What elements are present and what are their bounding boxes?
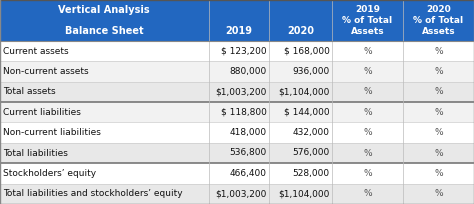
Bar [0,102,474,122]
Bar [0,143,474,163]
Text: %: % [363,108,372,117]
Text: $1,003,200: $1,003,200 [216,87,267,96]
Text: %: % [363,169,372,178]
Bar [0,41,474,61]
Text: 2019: 2019 [225,26,252,36]
Text: %: % [434,67,443,76]
Text: %: % [434,128,443,137]
Text: %: % [363,87,372,96]
Bar [0,122,474,143]
Text: %: % [363,47,372,55]
Text: 936,000: 936,000 [292,67,330,76]
Text: Non-current liabilities: Non-current liabilities [3,128,101,137]
Text: 536,800: 536,800 [229,149,267,157]
Text: %: % [363,128,372,137]
Text: $ 168,000: $ 168,000 [284,47,330,55]
Text: 2020: 2020 [287,26,314,36]
Text: 576,000: 576,000 [292,149,330,157]
Bar [0,61,474,82]
Text: $1,104,000: $1,104,000 [279,87,330,96]
Bar [0,82,474,102]
Text: 418,000: 418,000 [230,128,267,137]
Text: 2020
% of Total
Assets: 2020 % of Total Assets [413,5,464,36]
Text: Total assets: Total assets [3,87,56,96]
Text: Stockholders’ equity: Stockholders’ equity [3,169,96,178]
Text: %: % [434,189,443,198]
Text: $ 118,800: $ 118,800 [221,108,267,117]
Text: Current assets: Current assets [3,47,69,55]
Text: 2019
% of Total
Assets: 2019 % of Total Assets [342,5,392,36]
Text: $1,003,200: $1,003,200 [216,189,267,198]
Text: Total liabilities: Total liabilities [3,149,68,157]
Text: 466,400: 466,400 [230,169,267,178]
Text: %: % [363,67,372,76]
Text: 528,000: 528,000 [293,169,330,178]
Text: %: % [434,87,443,96]
Text: $ 123,200: $ 123,200 [221,47,267,55]
Bar [0,184,474,204]
Text: $ 144,000: $ 144,000 [284,108,330,117]
Text: Balance Sheet: Balance Sheet [65,26,144,36]
Text: Non-current assets: Non-current assets [3,67,89,76]
Text: %: % [434,47,443,55]
Text: Total liabilities and stockholders’ equity: Total liabilities and stockholders’ equi… [3,189,183,198]
Text: Current liabilities: Current liabilities [3,108,81,117]
Text: $1,104,000: $1,104,000 [279,189,330,198]
Bar [0,0,474,41]
Text: 432,000: 432,000 [293,128,330,137]
Text: %: % [434,108,443,117]
Text: %: % [434,169,443,178]
Text: %: % [363,189,372,198]
Bar [0,163,474,184]
Text: %: % [434,149,443,157]
Text: 880,000: 880,000 [229,67,267,76]
Text: %: % [363,149,372,157]
Text: Vertical Analysis: Vertical Analysis [58,5,150,15]
